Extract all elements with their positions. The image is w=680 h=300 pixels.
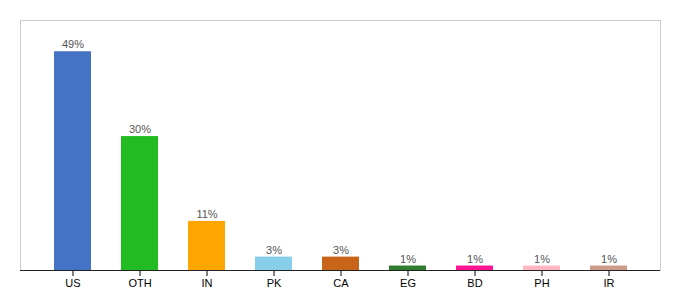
- svg-text:30%: 30%: [129, 123, 151, 135]
- svg-text:OTH: OTH: [128, 277, 151, 289]
- svg-text:IR: IR: [604, 277, 615, 289]
- svg-text:49%: 49%: [62, 38, 84, 50]
- svg-text:1%: 1%: [400, 253, 416, 265]
- svg-text:1%: 1%: [467, 253, 483, 265]
- svg-text:US: US: [65, 277, 80, 289]
- svg-text:BD: BD: [467, 277, 482, 289]
- svg-text:3%: 3%: [333, 244, 349, 256]
- svg-text:3%: 3%: [266, 244, 282, 256]
- svg-text:1%: 1%: [534, 253, 550, 265]
- svg-text:PH: PH: [534, 277, 549, 289]
- svg-text:CA: CA: [333, 277, 349, 289]
- svg-text:1%: 1%: [601, 253, 617, 265]
- svg-text:11%: 11%: [196, 208, 217, 220]
- svg-text:PK: PK: [267, 277, 282, 289]
- svg-text:IN: IN: [202, 277, 213, 289]
- svg-text:EG: EG: [400, 277, 416, 289]
